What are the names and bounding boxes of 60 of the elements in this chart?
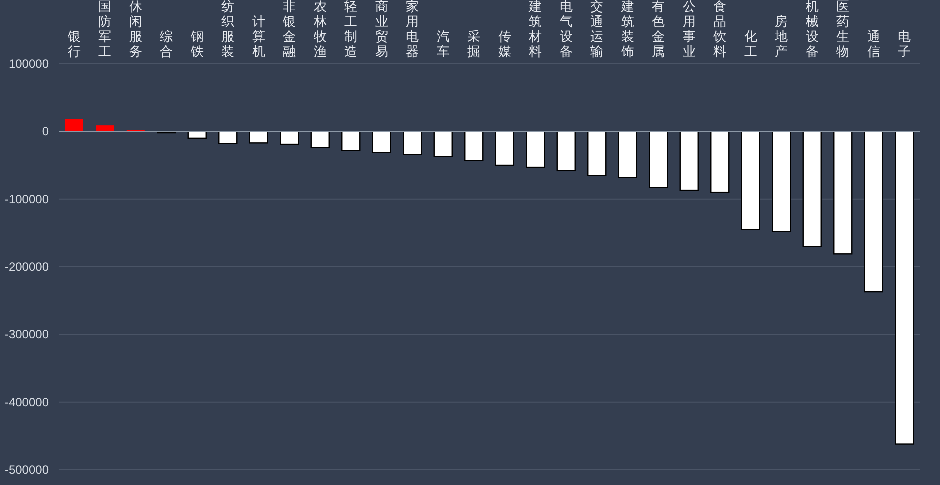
x-tick-label: 休闲服务: [129, 0, 142, 59]
bar: [65, 119, 84, 132]
y-tick-label: -400000: [4, 395, 50, 410]
x-tick-label: 纺织服装: [222, 0, 235, 59]
bar: [249, 131, 268, 144]
x-tick-label: 计算机: [252, 14, 266, 59]
x-tick-label: 医药生物: [836, 0, 850, 59]
bar: [588, 131, 607, 176]
x-tick-label: 非银金融: [282, 0, 296, 59]
bar: [403, 131, 422, 156]
y-tick-label: -500000: [4, 463, 50, 477]
bar: [895, 131, 914, 445]
x-tick-label: 化工: [744, 29, 758, 59]
x-tick-label: 交通运输: [590, 0, 604, 59]
bar: [802, 131, 822, 248]
x-tick-label: 银行: [66, 29, 81, 59]
bar: [710, 131, 730, 194]
bar: [310, 131, 330, 149]
bar: [556, 131, 576, 172]
y-tick-label: -300000: [4, 328, 50, 342]
x-tick-label: 公用事业: [682, 0, 696, 59]
x-tick-label: 电子: [898, 29, 912, 59]
bar: [96, 126, 114, 132]
bar: [342, 131, 361, 152]
bar: [772, 131, 792, 232]
x-tick-label: 综合: [160, 29, 174, 59]
x-tick-label: 有色金属: [652, 0, 666, 59]
bar: [280, 131, 300, 146]
bar: [434, 131, 453, 158]
x-tick-label: 传媒: [498, 29, 512, 59]
x-tick-label: 食品饮料: [712, 0, 727, 59]
x-tick-label: 国防军工: [98, 0, 112, 59]
x-tick-label: 家用电器: [406, 0, 420, 59]
bar: [526, 131, 546, 168]
bar: [864, 131, 884, 293]
bar: [495, 131, 514, 166]
x-tick-label: 钢铁: [190, 29, 204, 59]
x-tick-label: 机械设备: [806, 0, 819, 59]
bar: [464, 131, 484, 162]
bar: [680, 131, 699, 192]
y-tick-label: 0: [42, 124, 50, 139]
x-tick-label: 采掘: [468, 29, 481, 59]
x-tick-label: 商业贸易: [375, 0, 388, 59]
x-tick-label: 轻工制造: [344, 0, 358, 59]
bar: [649, 131, 668, 188]
bar: [218, 131, 238, 144]
x-tick-label: 电气设备: [560, 0, 573, 59]
bar: [372, 131, 392, 154]
x-tick-label: 通信: [867, 29, 880, 59]
x-tick-label: 建筑装饰: [620, 0, 634, 59]
bar: [618, 131, 638, 178]
x-tick-label: 农林牧渔: [312, 0, 327, 59]
y-tick-label: -100000: [4, 192, 50, 206]
x-tick-label: 建筑材料: [528, 0, 542, 59]
bar: [741, 131, 760, 230]
x-tick-label: 房地产: [774, 14, 788, 59]
y-tick-label: 100000: [8, 57, 50, 71]
y-tick-label: -200000: [4, 260, 50, 274]
x-tick-label: 汽车: [436, 29, 450, 59]
bar: [834, 131, 853, 255]
